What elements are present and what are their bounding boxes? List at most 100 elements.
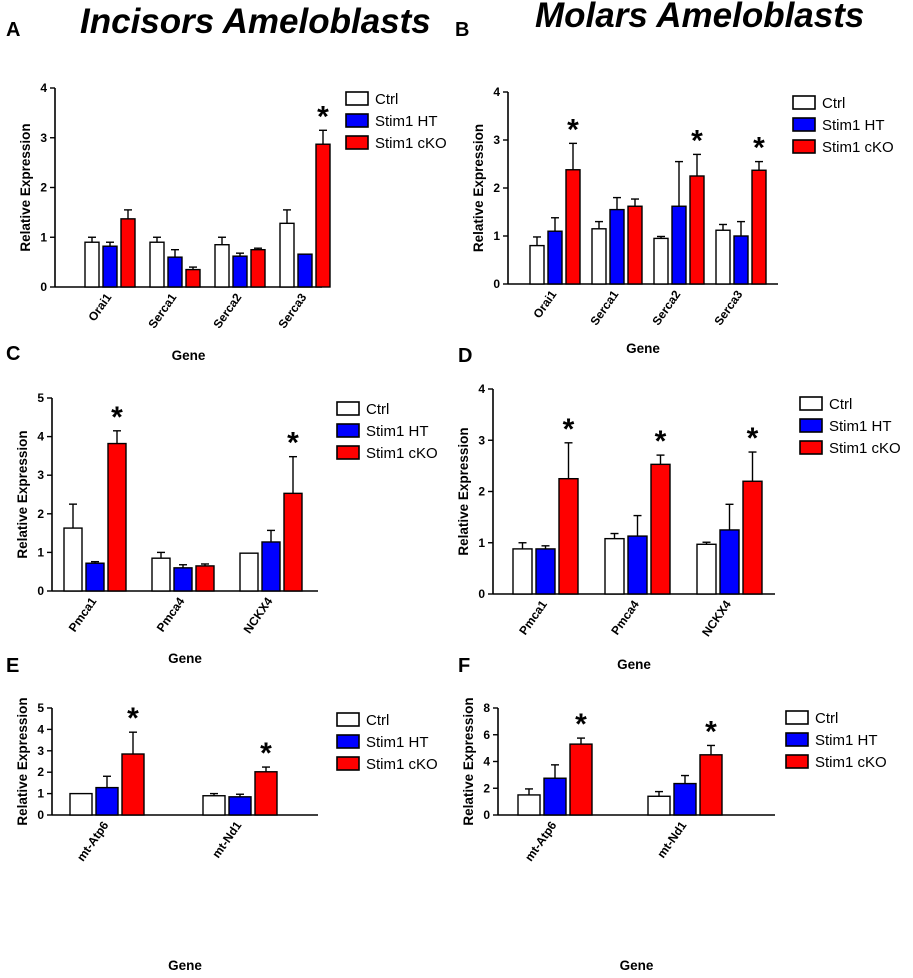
significance-star-c: * bbox=[111, 401, 123, 434]
legend-label-c: Stim1 cKO bbox=[366, 445, 438, 462]
y-axis-title-e: Relative Expression bbox=[15, 697, 30, 825]
legend-swatch-a bbox=[345, 113, 369, 128]
bar-b-orai1-2 bbox=[565, 169, 581, 285]
bar-e-mt-atp6-0 bbox=[69, 792, 93, 816]
y-tick-label-c: 5 bbox=[37, 391, 44, 405]
bar-a-serca2-0 bbox=[214, 244, 230, 288]
category-label-e: mt-Nd1 bbox=[209, 818, 244, 860]
legend-label-a: Stim1 cKO bbox=[375, 135, 447, 152]
bar-d-pmca1-2 bbox=[558, 477, 579, 595]
bar-d-pmca1-0 bbox=[512, 548, 533, 595]
bar-d-pmca4-1 bbox=[627, 535, 648, 595]
bar-c-nckx4-1 bbox=[261, 541, 281, 592]
y-tick-label-b: 3 bbox=[493, 133, 500, 147]
y-axis-title-f: Relative Expression bbox=[461, 697, 476, 825]
y-tick-label-b: 1 bbox=[493, 229, 500, 243]
bar-e-mt-atp6-1 bbox=[95, 786, 119, 816]
bar-a-serca1-1 bbox=[167, 256, 183, 288]
bar-b-orai1-1 bbox=[547, 230, 563, 285]
bar-a-serca3-1 bbox=[297, 253, 313, 288]
significance-star-c: * bbox=[287, 427, 299, 460]
y-tick-label-d: 4 bbox=[478, 382, 485, 396]
bar-d-nckx4-1 bbox=[719, 529, 740, 595]
bar-c-pmca4-1 bbox=[173, 567, 193, 592]
bar-f-mt-atp6-0 bbox=[517, 794, 541, 816]
bar-f-mt-nd1-1 bbox=[673, 782, 697, 816]
significance-star-f: * bbox=[575, 708, 587, 741]
panel-letter-e: E bbox=[6, 655, 19, 677]
category-label-b: Serca2 bbox=[649, 287, 683, 328]
x-axis-title-b: Gene bbox=[626, 341, 660, 356]
bar-f-mt-nd1-0 bbox=[647, 795, 671, 816]
bar-b-serca3-1 bbox=[733, 235, 749, 285]
y-tick-label-d: 0 bbox=[478, 587, 485, 601]
bar-d-pmca4-2 bbox=[650, 463, 671, 595]
bar-e-mt-atp6-2 bbox=[121, 753, 145, 816]
y-tick-label-c: 3 bbox=[37, 468, 44, 482]
significance-star-b: * bbox=[753, 132, 765, 165]
y-tick-label-c: 0 bbox=[37, 584, 44, 598]
significance-star-e: * bbox=[260, 737, 272, 770]
y-tick-label-f: 8 bbox=[483, 701, 490, 715]
bar-a-orai1-0 bbox=[84, 241, 100, 288]
legend-label-d: Stim1 HT bbox=[829, 418, 892, 435]
legend-label-d: Ctrl bbox=[829, 396, 852, 413]
category-label-a: Serca3 bbox=[275, 290, 309, 331]
legend-swatch-e bbox=[336, 756, 360, 771]
legend-label-f: Ctrl bbox=[815, 710, 838, 727]
bar-d-nckx4-2 bbox=[742, 480, 763, 595]
legend-swatch-b bbox=[792, 117, 816, 132]
y-tick-label-f: 6 bbox=[483, 728, 490, 742]
y-tick-label-e: 4 bbox=[37, 722, 44, 736]
legend-label-e: Ctrl bbox=[366, 712, 389, 729]
bar-a-orai1-2 bbox=[120, 218, 136, 288]
bar-a-serca1-2 bbox=[185, 268, 201, 288]
legend-swatch-c bbox=[336, 445, 360, 460]
y-tick-label-a: 3 bbox=[40, 131, 47, 145]
category-label-b: Serca3 bbox=[711, 287, 745, 328]
legend-label-c: Ctrl bbox=[366, 401, 389, 418]
bar-c-nckx4-2 bbox=[283, 492, 303, 592]
y-tick-label-f: 2 bbox=[483, 781, 490, 795]
x-axis-title-d: Gene bbox=[617, 657, 651, 672]
category-label-c: Pmca4 bbox=[154, 594, 188, 634]
legend-label-b: Stim1 cKO bbox=[822, 139, 894, 156]
y-tick-label-d: 1 bbox=[478, 536, 485, 550]
legend-label-f: Stim1 HT bbox=[815, 732, 878, 749]
y-tick-label-b: 4 bbox=[493, 85, 500, 99]
significance-star-d: * bbox=[563, 413, 575, 446]
panel-letter-d: D bbox=[458, 345, 472, 367]
legend-swatch-e bbox=[336, 712, 360, 727]
legend-swatch-a bbox=[345, 135, 369, 150]
legend-label-c: Stim1 HT bbox=[366, 423, 429, 440]
significance-star-d: * bbox=[655, 425, 667, 458]
legend-swatch-b bbox=[792, 139, 816, 154]
bar-c-pmca4-0 bbox=[151, 557, 171, 592]
bar-a-serca3-0 bbox=[279, 222, 295, 288]
legend-label-a: Stim1 HT bbox=[375, 113, 438, 130]
y-tick-label-a: 4 bbox=[40, 81, 47, 95]
category-label-f: mt-Nd1 bbox=[654, 818, 689, 860]
bar-a-serca2-2 bbox=[250, 248, 266, 288]
title-molars: Molars Ameloblasts bbox=[535, 0, 865, 35]
legend-label-e: Stim1 HT bbox=[366, 734, 429, 751]
y-tick-label-b: 0 bbox=[493, 277, 500, 291]
bar-a-serca2-1 bbox=[232, 255, 248, 288]
category-label-c: Pmca1 bbox=[66, 594, 100, 634]
legend-swatch-c bbox=[336, 401, 360, 416]
bar-b-serca3-0 bbox=[715, 229, 731, 285]
y-tick-label-a: 2 bbox=[40, 181, 47, 195]
legend-swatch-d bbox=[799, 418, 823, 433]
bar-f-mt-nd1-2 bbox=[699, 754, 723, 816]
bar-e-mt-nd1-1 bbox=[228, 796, 252, 816]
bar-b-serca1-0 bbox=[591, 228, 607, 285]
y-tick-label-a: 0 bbox=[40, 280, 47, 294]
category-label-b: Serca1 bbox=[587, 287, 621, 328]
bar-d-pmca1-1 bbox=[535, 548, 556, 595]
y-tick-label-b: 2 bbox=[493, 181, 500, 195]
legend-label-d: Stim1 cKO bbox=[829, 440, 901, 457]
y-tick-label-e: 5 bbox=[37, 701, 44, 715]
bar-b-serca2-0 bbox=[653, 237, 669, 285]
y-axis-title-d: Relative Expression bbox=[456, 427, 471, 555]
bar-c-pmca1-1 bbox=[85, 562, 105, 592]
